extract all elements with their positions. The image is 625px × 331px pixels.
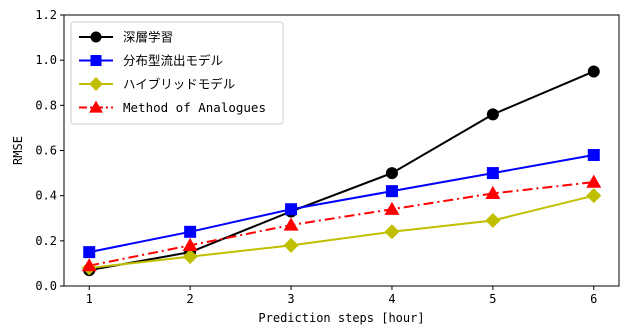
- legend-label: Method of Analogues: [123, 100, 266, 115]
- x-tick-label: 3: [287, 292, 294, 306]
- axes-layer: 1 2 3 4 5 6 0.0 0.2 0.4 0.6 0.8 1.0 1.2 Prediction st…: [11, 8, 620, 325]
- x-tick-label: 6: [590, 292, 597, 306]
- x-tick-label: 5: [489, 292, 496, 306]
- y-tick-label: 0.0: [35, 279, 57, 293]
- x-tick-label: 2: [187, 292, 194, 306]
- data-point: [485, 185, 501, 200]
- series-line: [89, 154, 594, 254]
- data-point: [587, 149, 600, 162]
- data-point: [83, 246, 96, 259]
- legend-label: ハイブリッドモデル: [123, 77, 235, 92]
- y-tick-label: 1.2: [35, 8, 57, 22]
- data-point: [385, 185, 398, 198]
- data-point: [285, 203, 298, 216]
- data-point: [184, 225, 197, 238]
- data-point: [586, 174, 602, 188]
- data-point: [384, 201, 400, 215]
- legend-box: [70, 21, 284, 125]
- data-point: [182, 237, 198, 251]
- y-tick-label: 0.2: [35, 234, 57, 248]
- legend-marker: [90, 55, 102, 66]
- series-lines-layer: [89, 70, 595, 272]
- y-tick-label: 0.4: [35, 189, 57, 203]
- x-tick-label: 4: [388, 292, 395, 306]
- x-tick-label: 1: [86, 292, 93, 306]
- data-point: [485, 213, 501, 229]
- legend-label: 分布型流出モデル: [123, 53, 223, 68]
- series-markers-layer: [81, 65, 602, 277]
- x-axis-label: Prediction steps [hour]: [258, 311, 424, 325]
- y-axis-label: RMSE: [11, 136, 25, 165]
- data-point: [283, 217, 299, 231]
- legend-label: 深層学習: [123, 30, 173, 45]
- legend-marker: [90, 31, 102, 43]
- data-point: [385, 167, 398, 180]
- y-tick-label: 0.6: [35, 144, 57, 158]
- data-point: [384, 224, 400, 240]
- y-tick-label: 1.0: [35, 53, 57, 67]
- data-point: [486, 108, 499, 121]
- data-point: [182, 249, 198, 265]
- legend-marker: [89, 77, 103, 91]
- series-line: [89, 194, 595, 269]
- data-point: [587, 65, 600, 78]
- data-point: [486, 167, 499, 180]
- series-line: [89, 70, 595, 272]
- data-point: [283, 237, 299, 253]
- series-line: [89, 181, 594, 267]
- data-point: [586, 188, 602, 204]
- y-tick-label: 0.8: [35, 98, 57, 112]
- legend-marker: [89, 100, 103, 113]
- data-point: [81, 258, 97, 272]
